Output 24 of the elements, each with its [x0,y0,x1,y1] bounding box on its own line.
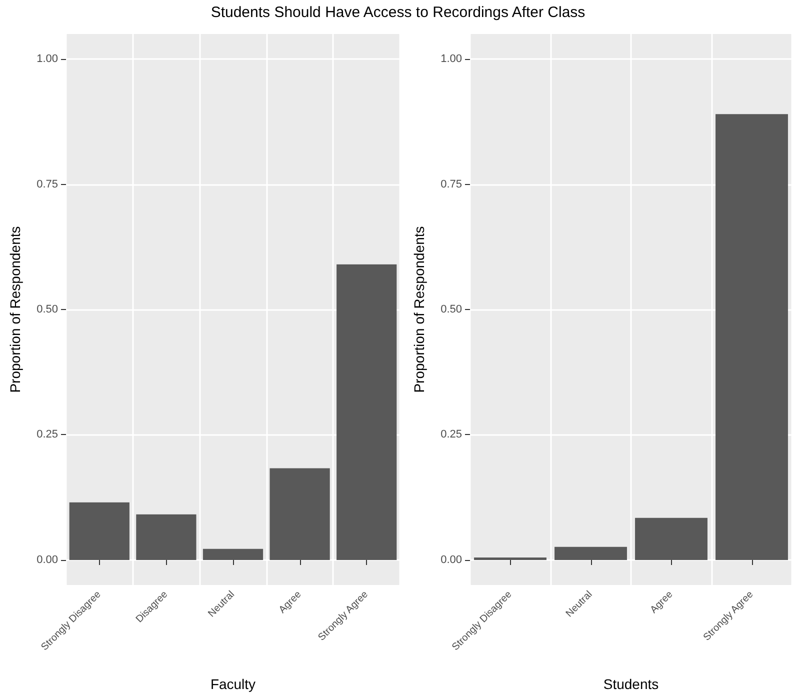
y-tick-label: 0.75 [440,178,462,190]
bar [635,518,708,560]
chart-title: Students Should Have Access to Recordings After Class [210,4,586,21]
bar [202,548,264,560]
y-tick-label: 0.50 [440,304,462,316]
y-tick-label: 0.00 [36,554,58,566]
y-tick-label: 0.50 [36,304,58,316]
x-axis-title: Students [603,676,659,692]
y-tick-label: 0.25 [36,428,58,441]
bar [69,502,130,560]
y-tick-label: 0.75 [36,178,58,190]
x-axis-title: Faculty [210,676,256,692]
y-axis-title: Proportion of Respondents [7,226,23,393]
y-axis-title: Proportion of Respondents [411,226,427,393]
bar [474,557,546,560]
bar [336,264,397,560]
y-tick-label: 0.25 [440,428,462,441]
y-tick-label: 1.00 [440,53,462,66]
bar [270,468,330,560]
bar [716,114,788,560]
y-tick-label: 1.00 [36,53,58,66]
bar [554,546,627,560]
y-tick-label: 0.00 [440,554,462,566]
bar [136,514,196,560]
